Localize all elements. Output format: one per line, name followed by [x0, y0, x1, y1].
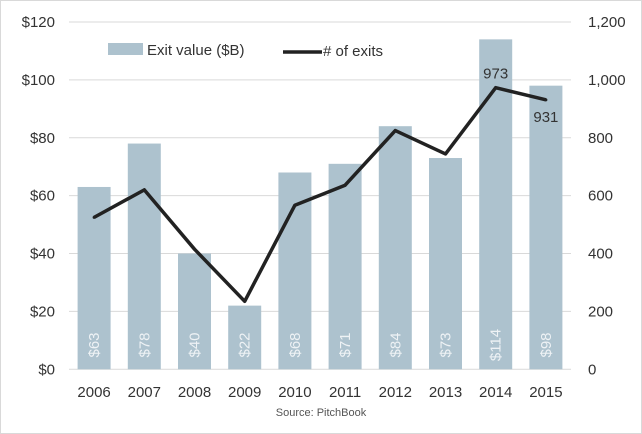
- bar-2012: [378, 126, 412, 370]
- left-axis-tick: $60: [30, 188, 55, 205]
- bar-label: $63: [86, 332, 103, 357]
- bar-label: $78: [136, 332, 153, 357]
- right-axis-tick: 400: [588, 246, 613, 263]
- exits-point-2012: [393, 129, 397, 133]
- source-note: Source: PitchBook: [276, 407, 367, 419]
- bar-label: $84: [387, 332, 404, 357]
- exits-point-2006: [92, 215, 96, 219]
- left-axis-tick: $40: [30, 246, 55, 263]
- legend-label-exits: # of exits: [323, 43, 383, 60]
- bar-label: $40: [187, 332, 204, 357]
- exits-point-2007: [142, 188, 146, 192]
- bar-label: $114: [488, 329, 505, 361]
- left-axis-tick: $20: [30, 303, 55, 320]
- exits-point-2013: [444, 152, 447, 156]
- left-axis-tick: $100: [22, 72, 55, 89]
- bar-2015: [529, 85, 563, 370]
- exits-point-2008: [193, 247, 196, 251]
- x-axis-tick: 2013: [429, 384, 462, 401]
- bar-2008: [178, 253, 211, 370]
- bar-label: $71: [337, 332, 354, 357]
- right-axis-tick: 200: [588, 303, 613, 320]
- right-axis-tick: 800: [588, 130, 613, 147]
- exits-point-2009: [243, 299, 247, 303]
- x-axis-tick: 2012: [379, 384, 412, 401]
- x-axis-tick: 2010: [278, 384, 311, 401]
- bar-label: $98: [538, 332, 555, 357]
- left-axis-tick: $80: [30, 130, 55, 147]
- x-axis-tick: 2011: [329, 384, 361, 401]
- exits-point-2011: [343, 183, 347, 187]
- x-axis-tick: 2008: [178, 384, 211, 401]
- legend: Exit value ($B) # of exits: [108, 42, 383, 60]
- right-axis-tick: 0: [588, 361, 596, 378]
- bar-2009: [228, 305, 262, 370]
- bar-label: $22: [237, 332, 254, 357]
- legend-swatch-exit-value: [108, 43, 143, 55]
- x-axis-tick: 2009: [228, 384, 261, 401]
- exits-line: [93, 85, 547, 304]
- bar-label: $68: [287, 332, 304, 357]
- bar-2013: [429, 158, 462, 370]
- bar-2014: [479, 39, 513, 370]
- x-axis-tick: 2007: [128, 384, 161, 401]
- exits-point-2014: [494, 86, 498, 90]
- bar-2011: [328, 163, 362, 370]
- x-axis-tick: 2014: [479, 384, 512, 401]
- right-axis-tick: 600: [588, 188, 613, 205]
- exits-point-2015: [544, 98, 548, 102]
- point-label-2015: 931: [533, 109, 558, 126]
- bar-2007: [127, 143, 161, 370]
- point-label-2014: 973: [483, 66, 508, 83]
- left-axis-tick: $120: [22, 14, 55, 31]
- right-axis-tick: 1,200: [588, 14, 626, 31]
- right-axis-tick: 1,000: [588, 72, 626, 89]
- bar-label: $73: [438, 332, 455, 357]
- legend-label-exit-value: Exit value ($B): [147, 42, 245, 59]
- left-axis-tick: $0: [38, 361, 55, 378]
- exits-point-2010: [293, 203, 297, 207]
- x-axis-tick: 2015: [529, 384, 562, 401]
- x-axis-tick: 2006: [77, 384, 110, 401]
